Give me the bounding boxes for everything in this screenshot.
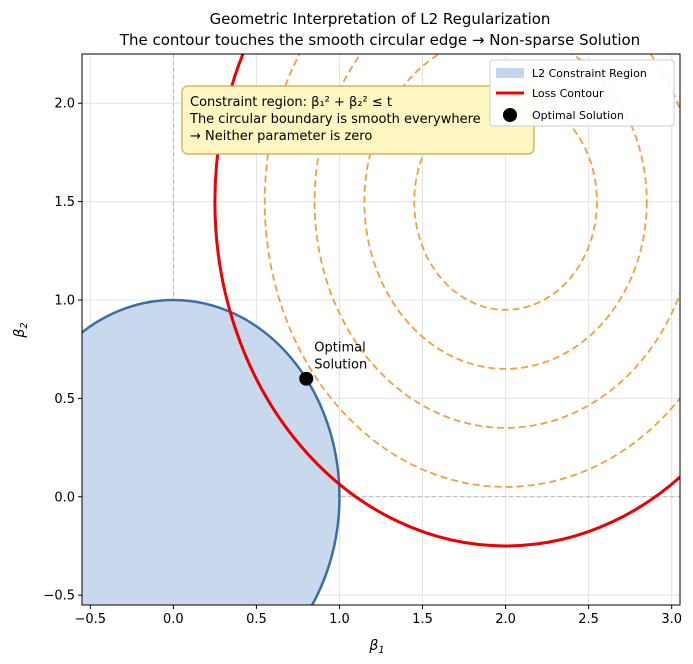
x-tick-label: 2.5 xyxy=(578,612,599,627)
y-tick-label: 1.0 xyxy=(54,293,75,308)
y-tick-label: 0.0 xyxy=(54,490,75,505)
y-axis-label-main: β xyxy=(12,329,28,339)
legend-label: Loss Contour xyxy=(532,87,604,100)
y-axis-label: β2 xyxy=(12,322,30,338)
loss-contour xyxy=(213,54,680,548)
info-box-line: Constraint region: β₁² + β₂² ≤ t xyxy=(190,95,392,110)
info-box-line: The circular boundary is smooth everywhe… xyxy=(189,112,481,127)
y-axis-label-sub: 2 xyxy=(19,322,30,328)
y-tick-label: −0.5 xyxy=(43,589,75,604)
x-axis-label-sub: 1 xyxy=(378,645,384,656)
legend-label: L2 Constraint Region xyxy=(532,67,647,80)
y-tick-label: 0.5 xyxy=(54,392,75,407)
chart-title: Geometric Interpretation of L2 Regulariz… xyxy=(210,10,551,28)
x-axis-label-main: β xyxy=(368,638,378,654)
info-box-line: → Neither parameter is zero xyxy=(190,129,372,144)
optimal-annotation-line1: Optimal xyxy=(314,341,365,356)
annotations: Optimal Solution Constraint region: β₁² + … xyxy=(181,85,535,373)
y-tick-label: 2.0 xyxy=(54,97,75,112)
x-tick-label: 1.0 xyxy=(329,612,350,627)
legend-swatch-marker xyxy=(503,108,517,122)
chart-subtitle: The contour touches the smooth circular … xyxy=(119,31,640,49)
x-tick-label: 3.0 xyxy=(661,612,682,627)
plot-frame xyxy=(81,53,681,606)
loss-contour-dashed xyxy=(363,54,648,370)
legend: L2 Constraint Region Loss Contour Optimal … xyxy=(489,59,675,127)
axis-ticks: −0.5 0.0 0.5 1.0 1.5 2.0 2.5 3.0 −0.5 0.0 0.5 1.0 1.… xyxy=(43,97,682,627)
constraint-region-fill xyxy=(82,300,340,605)
plot-area xyxy=(82,54,680,605)
loss-contour-dashed xyxy=(263,54,680,488)
loss-contour-dashed xyxy=(413,92,598,311)
x-tick-label: 0.5 xyxy=(246,612,267,627)
x-tick-label: −0.5 xyxy=(75,612,107,627)
constraint-region-boundary xyxy=(82,298,341,605)
x-tick-label: 1.5 xyxy=(412,612,433,627)
x-tick-label: 2.0 xyxy=(495,612,516,627)
y-tick-label: 1.5 xyxy=(54,195,75,210)
legend-box xyxy=(489,59,675,127)
x-axis-label: β1 xyxy=(368,638,384,656)
optimal-point xyxy=(299,371,314,386)
optimal-annotation-line2: Solution xyxy=(314,358,367,373)
legend-swatch-patch xyxy=(496,68,524,78)
x-tick-label: 0.0 xyxy=(163,612,184,627)
legend-label: Optimal Solution xyxy=(532,109,624,122)
